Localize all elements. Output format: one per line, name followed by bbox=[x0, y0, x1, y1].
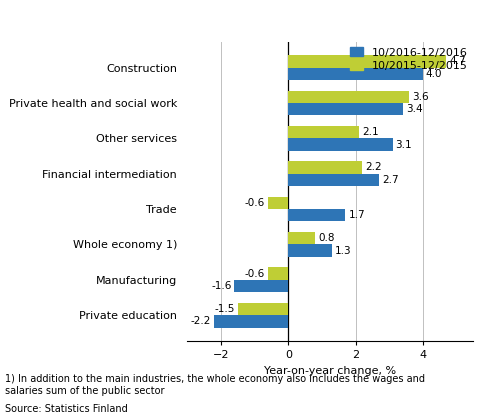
Text: 1.3: 1.3 bbox=[335, 245, 352, 255]
Bar bbox=[288, 55, 446, 67]
Text: 3.4: 3.4 bbox=[406, 104, 423, 114]
Text: 4.0: 4.0 bbox=[426, 69, 442, 79]
Bar bbox=[238, 303, 288, 315]
Text: 3.1: 3.1 bbox=[395, 139, 412, 149]
Text: -0.6: -0.6 bbox=[245, 198, 265, 208]
Bar bbox=[288, 126, 359, 138]
Bar bbox=[288, 103, 403, 115]
Text: Source: Statistics Finland: Source: Statistics Finland bbox=[5, 404, 128, 414]
Text: 4.7: 4.7 bbox=[450, 57, 466, 67]
Text: -1.5: -1.5 bbox=[214, 304, 235, 314]
Bar bbox=[288, 173, 379, 186]
Bar bbox=[288, 67, 423, 80]
Bar bbox=[214, 315, 288, 327]
Text: 2.2: 2.2 bbox=[365, 163, 382, 173]
Text: 2.7: 2.7 bbox=[382, 175, 399, 185]
Bar bbox=[288, 232, 315, 245]
Text: -0.6: -0.6 bbox=[245, 269, 265, 279]
X-axis label: Year-on-year change, %: Year-on-year change, % bbox=[264, 366, 396, 376]
Bar bbox=[288, 245, 332, 257]
Bar bbox=[288, 161, 362, 173]
Text: 3.6: 3.6 bbox=[412, 92, 429, 102]
Bar bbox=[235, 280, 288, 292]
Text: -2.2: -2.2 bbox=[191, 316, 211, 326]
Bar bbox=[268, 197, 288, 209]
Bar bbox=[288, 91, 409, 103]
Text: 0.8: 0.8 bbox=[318, 233, 335, 243]
Bar bbox=[288, 209, 346, 221]
Text: 1.7: 1.7 bbox=[349, 210, 365, 220]
Bar bbox=[268, 267, 288, 280]
Bar bbox=[288, 138, 392, 151]
Text: 2.1: 2.1 bbox=[362, 127, 379, 137]
Text: -1.6: -1.6 bbox=[211, 281, 231, 291]
Text: 1) In addition to the main industries, the whole economy also includes the wages: 1) In addition to the main industries, t… bbox=[5, 374, 425, 396]
Legend: 10/2016-12/2016, 10/2015-12/2015: 10/2016-12/2016, 10/2015-12/2015 bbox=[350, 47, 468, 72]
